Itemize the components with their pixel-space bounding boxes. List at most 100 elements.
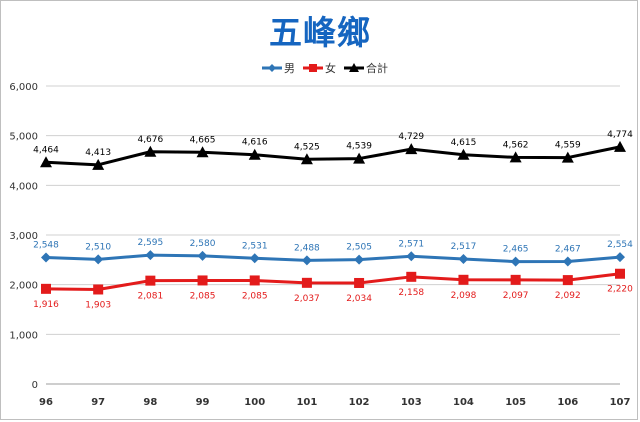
data-point-diamond — [406, 251, 417, 262]
data-point-triangle — [353, 152, 366, 164]
x-tick-label: 101 — [296, 397, 317, 408]
data-point-triangle — [144, 145, 157, 157]
data-label: 2,517 — [451, 242, 477, 252]
y-tick-label: 6,000 — [9, 82, 38, 93]
data-point-diamond — [562, 256, 573, 267]
data-point-square — [510, 274, 521, 285]
data-point-diamond — [354, 254, 365, 265]
x-tick-label: 96 — [39, 397, 53, 408]
legend-marker — [268, 64, 276, 72]
legend-marker — [309, 64, 317, 72]
x-tick-label: 107 — [610, 397, 631, 408]
data-point-square — [301, 277, 312, 288]
data-point-diamond — [458, 253, 469, 264]
data-point-triangle — [509, 151, 522, 163]
y-tick-label: 4,000 — [9, 181, 38, 192]
data-point-triangle — [405, 143, 418, 155]
series-line — [45, 253, 621, 264]
data-label: 2,580 — [190, 239, 216, 249]
y-tick-label: 5,000 — [9, 132, 38, 143]
data-point-square — [41, 283, 51, 294]
data-label: 4,525 — [294, 142, 320, 152]
data-point-square — [354, 277, 365, 288]
data-label: 1,916 — [33, 300, 59, 310]
data-label: 2,037 — [294, 294, 320, 304]
x-tick-label: 98 — [143, 397, 157, 408]
data-label: 2,098 — [451, 291, 477, 301]
data-point-square — [562, 275, 573, 286]
data-label: 4,615 — [451, 138, 477, 148]
data-point-triangle — [248, 148, 261, 160]
legend-item: 女 — [303, 61, 336, 75]
data-label: 2,531 — [242, 241, 268, 251]
data-label: 2,081 — [137, 292, 163, 302]
data-label: 4,413 — [85, 148, 111, 158]
x-tick-label: 100 — [244, 397, 265, 408]
x-tick-label: 103 — [401, 397, 422, 408]
data-point-triangle — [614, 140, 626, 152]
data-point-diamond — [197, 250, 208, 261]
data-point-diamond — [249, 253, 260, 264]
data-label: 4,539 — [346, 142, 372, 152]
y-tick-label: 2,000 — [9, 281, 38, 292]
data-label: 2,488 — [294, 243, 320, 253]
data-label: 4,729 — [398, 132, 424, 142]
data-label: 4,774 — [607, 130, 633, 140]
data-point-square — [145, 275, 156, 286]
data-label: 2,158 — [398, 288, 424, 298]
data-label: 2,085 — [190, 291, 216, 301]
data-point-diamond — [615, 252, 625, 263]
x-tick-label: 106 — [557, 397, 578, 408]
data-point-square — [197, 275, 208, 286]
data-label: 2,595 — [137, 238, 163, 248]
data-point-square — [458, 274, 469, 285]
data-point-square — [615, 268, 625, 279]
data-label: 2,505 — [346, 243, 372, 253]
data-point-triangle — [457, 148, 470, 160]
data-label: 4,562 — [503, 140, 529, 150]
data-label: 2,554 — [607, 240, 633, 250]
data-point-diamond — [301, 255, 312, 266]
series-line — [45, 272, 621, 291]
data-point-square — [93, 284, 104, 295]
y-tick-label: 0 — [32, 380, 38, 391]
data-label: 4,464 — [33, 145, 59, 155]
x-tick-label: 99 — [196, 397, 210, 408]
data-label: 4,665 — [190, 135, 216, 145]
data-label: 2,092 — [555, 291, 581, 301]
data-label: 4,616 — [242, 138, 268, 148]
data-label: 2,220 — [607, 285, 633, 295]
y-tick-label: 3,000 — [9, 231, 38, 242]
x-tick-label: 105 — [505, 397, 526, 408]
data-point-diamond — [41, 252, 51, 263]
data-point-diamond — [510, 256, 521, 267]
series-3: 4,464 4,413 4,676 4,665 4,616 4,525 4,539 4,729… — [33, 130, 633, 170]
x-tick-label: 97 — [91, 397, 105, 408]
x-tick-label: 102 — [349, 397, 370, 408]
series-1: 2,548 2,510 2,595 2,580 2,531 2,488 2,505 2,571… — [33, 238, 633, 267]
legend-marker — [349, 63, 359, 72]
series-2: 1,916 1,903 2,081 2,085 2,085 2,037 2,034 2,158… — [33, 268, 633, 310]
chart-title: 五峰鄉 — [269, 13, 371, 52]
legend-item: 男 — [262, 62, 295, 75]
data-point-square — [249, 275, 260, 286]
data-label: 2,467 — [555, 244, 581, 254]
data-point-square — [406, 271, 417, 282]
legend-label: 女 — [325, 61, 336, 75]
data-label: 2,548 — [33, 240, 59, 250]
data-point-diamond — [93, 254, 104, 265]
data-label: 2,510 — [85, 242, 111, 252]
data-label: 1,903 — [85, 300, 111, 310]
data-label: 2,571 — [398, 239, 424, 249]
data-point-triangle — [561, 151, 574, 163]
data-label: 2,097 — [503, 291, 529, 301]
legend-item: 合計 — [344, 61, 388, 75]
data-label: 2,034 — [346, 294, 372, 304]
data-point-diamond — [145, 250, 156, 261]
y-tick-label: 1,000 — [9, 330, 38, 341]
legend-label: 合計 — [366, 61, 388, 75]
data-point-triangle — [300, 153, 313, 165]
series-line — [45, 145, 621, 167]
